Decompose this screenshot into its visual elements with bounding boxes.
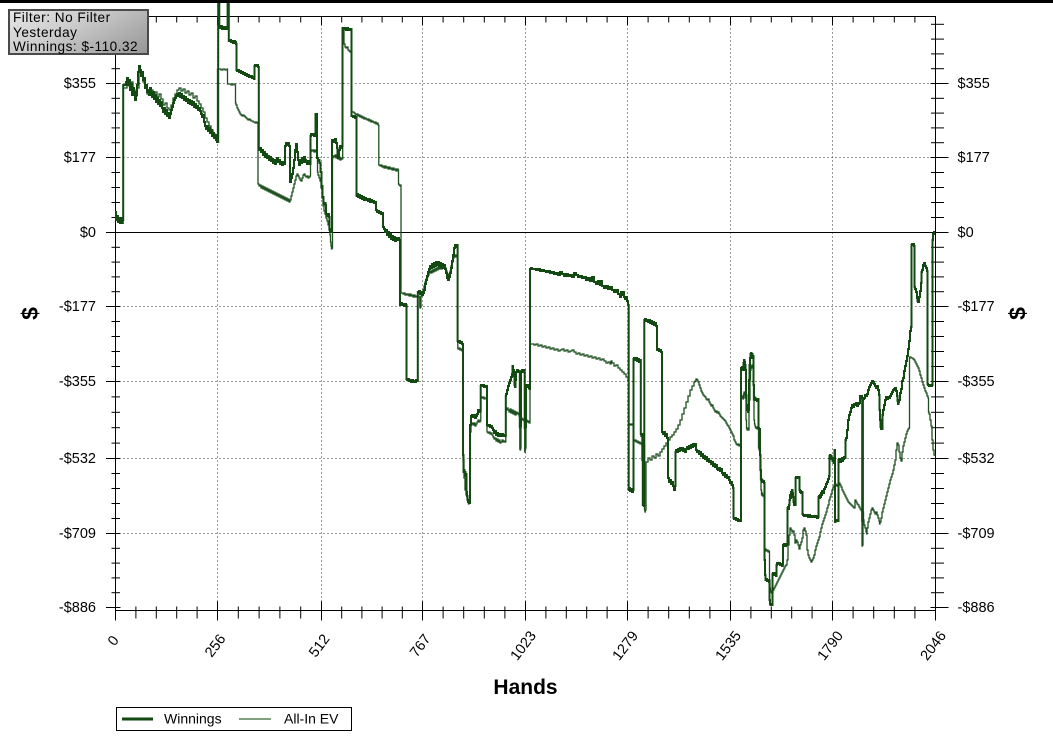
svg-text:-$177: -$177 <box>59 299 96 315</box>
svg-text:-$886: -$886 <box>59 600 96 616</box>
svg-text:-$532: -$532 <box>59 451 96 467</box>
svg-text:1790: 1790 <box>815 628 847 663</box>
svg-text:1279: 1279 <box>610 628 642 663</box>
svg-text:$355: $355 <box>958 76 990 92</box>
svg-text:Winnings: Winnings <box>164 711 222 727</box>
svg-text:0: 0 <box>105 633 123 649</box>
svg-text:$0: $0 <box>80 225 96 241</box>
svg-text:-$177: -$177 <box>958 299 995 315</box>
svg-text:-$532: -$532 <box>958 451 995 467</box>
svg-text:2046: 2046 <box>918 628 950 663</box>
svg-text:-$355: -$355 <box>958 374 995 390</box>
svg-text:$177: $177 <box>64 150 96 166</box>
svg-text:Hands: Hands <box>493 676 557 699</box>
svg-text:512: 512 <box>306 632 333 661</box>
svg-text:-$709: -$709 <box>958 526 995 542</box>
svg-text:767: 767 <box>407 632 434 661</box>
svg-text:256: 256 <box>202 632 229 661</box>
svg-text:All-In EV: All-In EV <box>284 711 339 727</box>
svg-text:$355: $355 <box>64 76 96 92</box>
svg-text:$0: $0 <box>958 225 974 241</box>
svg-text:$: $ <box>17 307 43 320</box>
svg-text:$: $ <box>1005 307 1031 320</box>
svg-text:-$709: -$709 <box>59 526 96 542</box>
svg-text:$177: $177 <box>958 150 990 166</box>
svg-text:-$355: -$355 <box>59 374 96 390</box>
svg-text:-$886: -$886 <box>958 600 995 616</box>
svg-text:1535: 1535 <box>713 628 745 663</box>
svg-text:1023: 1023 <box>508 628 540 663</box>
